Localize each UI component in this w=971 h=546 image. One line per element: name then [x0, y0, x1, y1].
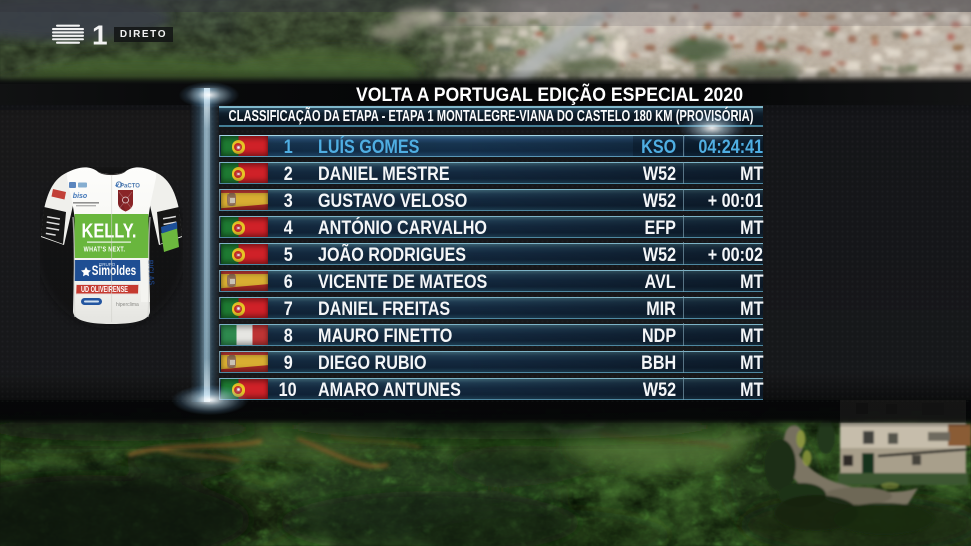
svg-text:KELLY.: KELLY.	[82, 219, 137, 242]
svg-text:hiperclima: hiperclima	[116, 302, 139, 308]
svg-text:PaCTO: PaCTO	[120, 184, 140, 190]
svg-text:BICLAS: BICLAS	[146, 260, 156, 286]
svg-text:Simoldes: Simoldes	[92, 262, 137, 278]
svg-text:GRUPO: GRUPO	[99, 262, 116, 267]
svg-text:WHAT'S NEXT.: WHAT'S NEXT.	[84, 246, 126, 254]
svg-text:biso: biso	[73, 193, 88, 200]
svg-text:UD OLIVEIRENSE: UD OLIVEIRENSE	[81, 286, 128, 294]
svg-text:1: 1	[92, 20, 108, 48]
